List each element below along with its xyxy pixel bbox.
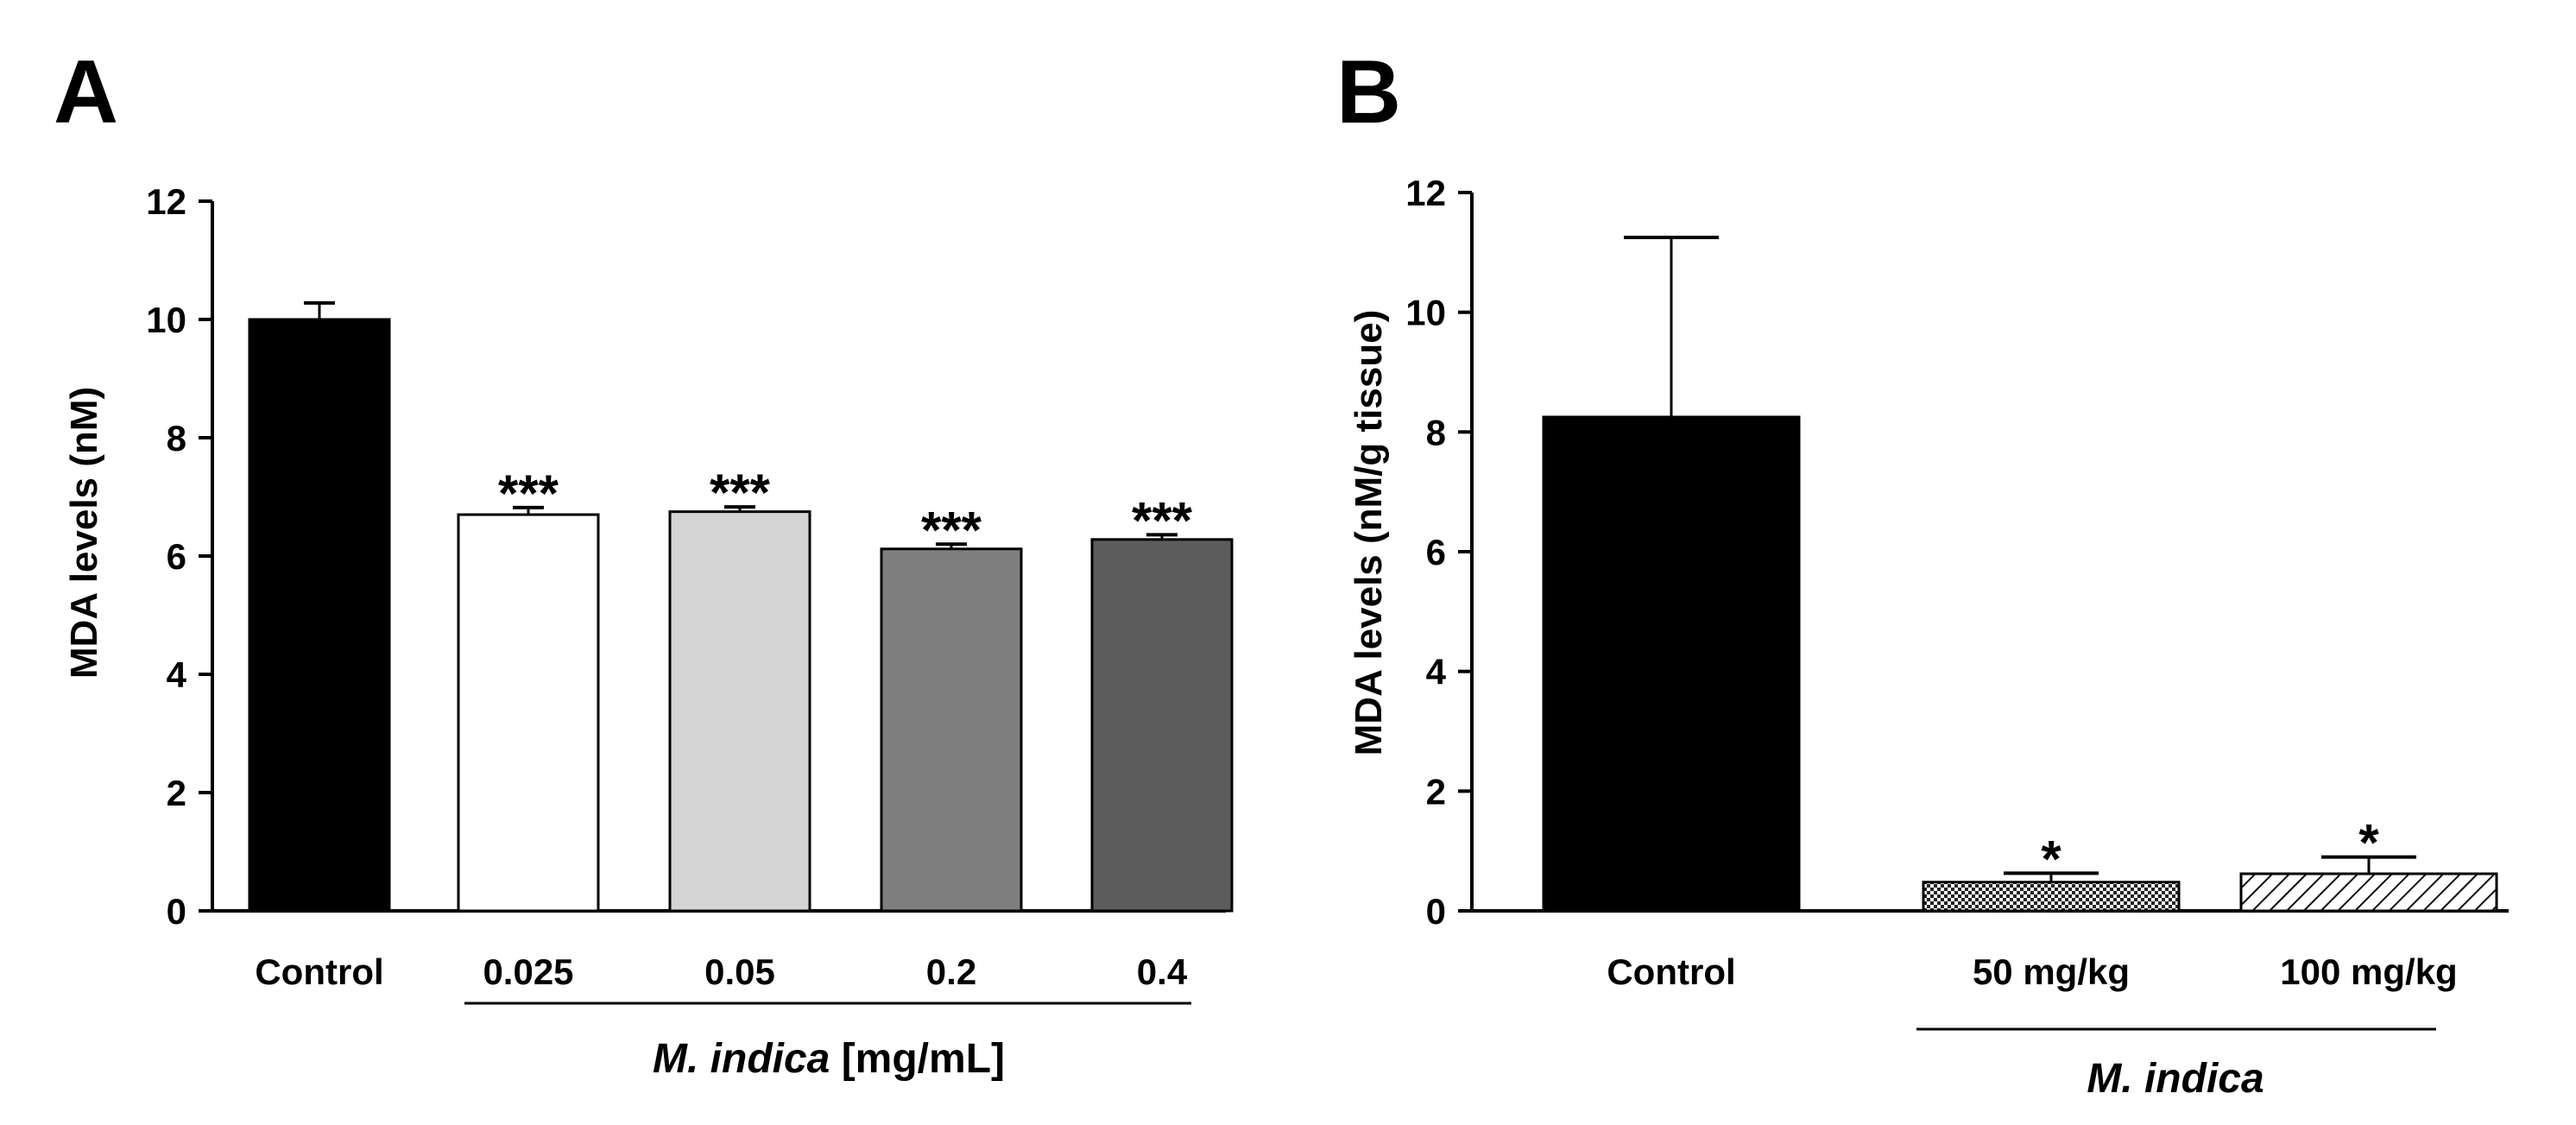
group-label-b: M. indica xyxy=(2087,1056,2263,1102)
category-label-a-2: 0.05 xyxy=(704,951,775,992)
category-label-b-2: 100 mg/kg xyxy=(2280,951,2457,992)
significance-a-2: *** xyxy=(710,464,771,521)
bar-a-0 xyxy=(248,318,391,913)
y-axis-label-a: MDA levels (nM) xyxy=(63,387,105,679)
y-tick-label-b-0: 0 xyxy=(1426,891,1446,932)
significance-a-3: *** xyxy=(921,501,982,559)
category-labels-a: Control 0.025 0.05 0.2 0.4 xyxy=(255,951,1187,992)
category-label-a-3: 0.2 xyxy=(926,951,976,992)
bar-b-2 xyxy=(2239,872,2498,913)
y-tick-label-a-8: 8 xyxy=(167,418,186,458)
y-axis-label-b: MDA levels (nM/g tissue) xyxy=(1348,310,1390,756)
bar-b-1 xyxy=(1922,881,2181,913)
category-label-b-1: 50 mg/kg xyxy=(1973,951,2130,992)
y-ticks-b: 0 2 4 6 8 10 12 xyxy=(1405,173,1472,932)
bar-a-2 xyxy=(668,510,811,913)
y-tick-label-a-4: 4 xyxy=(167,654,187,695)
y-tick-label-a-10: 10 xyxy=(146,300,186,340)
group-label-italic-a: M. indica xyxy=(653,1036,830,1082)
significance-b-2: * xyxy=(2358,814,2379,872)
y-ticks-a: 0 2 4 6 8 10 12 xyxy=(146,181,212,932)
bars-a: *** *** *** *** xyxy=(248,300,1234,913)
bar-a-4 xyxy=(1090,538,1234,913)
y-tick-label-a-12: 12 xyxy=(146,181,186,222)
category-label-b-0: Control xyxy=(1607,951,1735,992)
significance-a-1: *** xyxy=(498,465,559,522)
group-label-italic-b: M. indica xyxy=(2087,1056,2263,1102)
bar-a-3 xyxy=(880,547,1023,913)
panel-letter-b: B xyxy=(1336,42,1401,142)
panel-letter-a: A xyxy=(54,42,118,142)
y-tick-label-a-0: 0 xyxy=(167,891,186,932)
category-label-a-0: Control xyxy=(255,951,383,992)
bar-a-1 xyxy=(457,513,600,913)
group-label-rest-a: [mg/mL] xyxy=(830,1036,1005,1082)
y-tick-label-b-4: 4 xyxy=(1426,652,1447,692)
bars-b: * * xyxy=(1542,236,2498,913)
category-label-a-1: 0.025 xyxy=(483,951,573,992)
significance-a-4: *** xyxy=(1132,491,1193,549)
significance-b-1: * xyxy=(2041,830,2061,888)
y-tick-label-a-2: 2 xyxy=(167,773,186,813)
y-tick-label-b-2: 2 xyxy=(1426,771,1446,812)
bar-b-0 xyxy=(1542,415,1801,913)
y-tick-label-b-6: 6 xyxy=(1426,532,1446,572)
group-label-a: M. indica [mg/mL] xyxy=(653,1036,1005,1082)
category-label-a-4: 0.4 xyxy=(1137,951,1188,992)
y-tick-label-a-6: 6 xyxy=(167,536,186,577)
category-labels-b: Control 50 mg/kg 100 mg/kg xyxy=(1607,951,2457,992)
y-tick-label-b-12: 12 xyxy=(1405,173,1446,213)
y-tick-label-b-10: 10 xyxy=(1405,293,1446,333)
y-tick-label-b-8: 8 xyxy=(1426,412,1446,452)
